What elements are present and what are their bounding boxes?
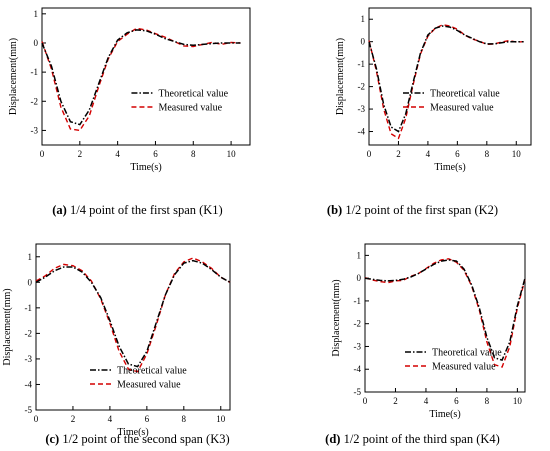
legend-label-theoretical: Theoretical value xyxy=(158,88,228,99)
measured-line xyxy=(35,257,231,373)
y-tick-label: -5 xyxy=(25,405,33,415)
chart-k2: 0 2 4 6 8 1010-1-2-3-4Time(s)Displacement(mm)… xyxy=(335,7,532,173)
x-tick-label: 10 xyxy=(512,149,522,159)
caption-label: (d) xyxy=(325,432,341,446)
y-tick-label: -2 xyxy=(358,82,366,92)
x-tick-label: 2 xyxy=(71,414,76,424)
x-tick-label: 8 xyxy=(182,414,187,424)
x-tick-label: 2 xyxy=(396,149,401,159)
measured-line xyxy=(41,27,241,132)
caption-text: 1/2 point of the first span (K2) xyxy=(342,203,499,217)
x-tick-label: 0 xyxy=(34,414,39,424)
chart-panel-k2: 0 2 4 6 8 10 1 0 -1 -2 -3 -4 Time(s) Displacement(mm)… xyxy=(275,0,550,225)
x-axis-label: Time(s) xyxy=(434,162,465,173)
plot-frame xyxy=(364,243,526,393)
chart-k4: 0 2 4 6 8 1010-1-2-3-4-5Time(s)Displacement(m… xyxy=(331,243,526,420)
caption-label: (c) xyxy=(45,432,60,446)
legend-label-measured: Measured value xyxy=(432,362,496,373)
x-tick-label: 4 xyxy=(424,396,429,406)
legend-label-theoretical: Theoretical value xyxy=(117,366,187,377)
x-axis-label: Time(s) xyxy=(429,409,460,420)
theoretical-line xyxy=(368,25,524,133)
plot-frame xyxy=(41,7,251,146)
x-tick-label: 4 xyxy=(108,414,113,424)
y-axis-label: Displacement(mm) xyxy=(2,288,13,365)
theoretical-line xyxy=(364,259,526,362)
chart-k3: 0 2 4 6 8 1010-1-2-3-4-5Time(s)Displacement(m… xyxy=(2,243,231,438)
y-tick-label: -2 xyxy=(25,328,33,338)
y-tick-label: -4 xyxy=(358,127,366,137)
y-tick-label: -4 xyxy=(25,379,33,389)
theoretical-line xyxy=(35,259,231,368)
theoretical-line xyxy=(41,29,241,126)
y-tick-label: 1 xyxy=(357,250,362,260)
x-tick-label: 0 xyxy=(40,149,45,159)
x-axis-label: Time(s) xyxy=(117,427,148,438)
y-tick-label: -1 xyxy=(354,296,362,306)
y-tick-label: 0 xyxy=(357,273,362,283)
x-tick-label: 4 xyxy=(426,149,431,159)
y-tick-label: -1 xyxy=(358,59,366,69)
measured-line xyxy=(368,24,524,140)
caption-text: 1/2 point of the third span (K4) xyxy=(340,432,500,446)
x-tick-label: 10 xyxy=(227,149,237,159)
legend-label-measured: Measured value xyxy=(117,380,181,391)
caption-k4: (d) 1/2 point of the third span (K4) xyxy=(275,432,550,447)
x-tick-label: 4 xyxy=(115,149,120,159)
plot-frame xyxy=(368,7,532,146)
legend-label-measured: Measured value xyxy=(158,102,222,113)
y-tick-label: -1 xyxy=(31,67,39,77)
caption-k1: (a) 1/4 point of the first span (K1) xyxy=(0,203,275,218)
y-tick-label: -3 xyxy=(358,104,366,114)
chart-panel-k4: 0 2 4 6 8 10 1 0 -1 -2 -3 -4 -5 Time(s) Displacement(m… xyxy=(275,226,550,451)
legend-label-theoretical: Theoretical value xyxy=(430,88,500,99)
y-axis-label: Displacement(mm) xyxy=(335,38,346,115)
y-tick-label: -1 xyxy=(25,303,33,313)
legend-label-theoretical: Theoretical value xyxy=(432,348,502,359)
y-tick-label: -2 xyxy=(31,96,39,106)
x-tick-label: 6 xyxy=(455,149,460,159)
y-tick-label: 1 xyxy=(34,9,39,19)
y-tick-label: 1 xyxy=(28,252,33,262)
x-tick-label: 10 xyxy=(513,396,523,406)
x-tick-label: 8 xyxy=(191,149,196,159)
y-tick-label: -3 xyxy=(31,125,39,135)
y-tick-label: -4 xyxy=(354,364,362,374)
measured-line xyxy=(364,258,526,368)
y-axis-label: Displacement(mm) xyxy=(8,38,19,115)
y-tick-label: 0 xyxy=(34,38,39,48)
y-tick-label: -2 xyxy=(354,319,362,329)
caption-label: (b) xyxy=(326,203,343,217)
x-tick-label: 6 xyxy=(153,149,158,159)
x-tick-label: 8 xyxy=(485,149,490,159)
caption-text: 1/2 point of the second span (K3) xyxy=(59,432,230,446)
x-tick-label: 6 xyxy=(454,396,459,406)
plot-frame xyxy=(35,243,231,411)
caption-k2: (b) 1/2 point of the first span (K2) xyxy=(275,203,550,218)
y-tick-label: -5 xyxy=(354,387,362,397)
chart-panel-k1: 0 2 4 6 8 10 1 0 -1 -2 -3 Time(s) Displacement(mm) Th… xyxy=(0,0,275,225)
chart-panel-k3: 0 2 4 6 8 10 1 0 -1 -2 -3 -4 -5 Time(s) Displacement(m… xyxy=(0,226,275,451)
caption-label: (a) xyxy=(52,203,67,217)
caption-k3: (c) 1/2 point of the second span (K3) xyxy=(0,432,275,447)
x-tick-label: 0 xyxy=(367,149,372,159)
x-tick-label: 2 xyxy=(393,396,398,406)
x-tick-label: 10 xyxy=(216,414,226,424)
y-tick-label: 1 xyxy=(361,14,366,24)
x-tick-label: 6 xyxy=(145,414,150,424)
x-tick-label: 8 xyxy=(485,396,490,406)
y-tick-label: 0 xyxy=(361,37,366,47)
y-tick-label: 0 xyxy=(28,277,33,287)
y-tick-label: -3 xyxy=(25,354,33,364)
x-axis-label: Time(s) xyxy=(130,162,161,173)
x-tick-label: 0 xyxy=(363,396,368,406)
legend-label-measured: Measured value xyxy=(430,102,494,113)
x-tick-label: 2 xyxy=(78,149,83,159)
y-tick-label: -3 xyxy=(354,341,362,351)
y-axis-label: Displacement(mm) xyxy=(331,279,342,356)
caption-text: 1/4 point of the first span (K1) xyxy=(66,203,223,217)
